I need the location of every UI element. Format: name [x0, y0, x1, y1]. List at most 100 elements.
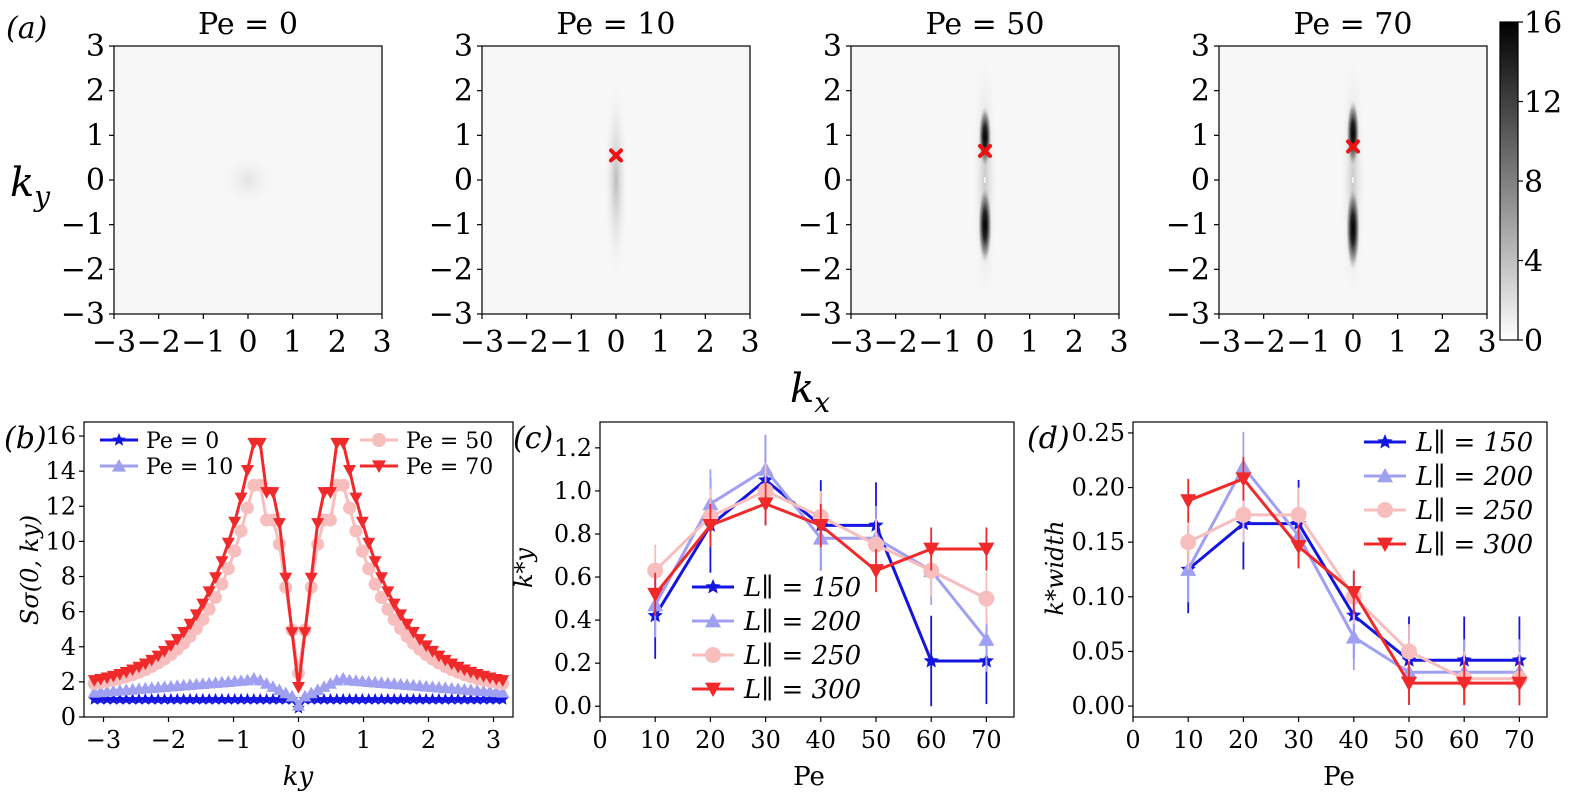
- data-point: [978, 590, 995, 607]
- data-point: [240, 501, 254, 515]
- legend-marker: [1377, 537, 1393, 552]
- data-point: [272, 683, 286, 696]
- data-point: [477, 692, 490, 705]
- data-point: [419, 692, 433, 705]
- series-pe-70: [87, 437, 510, 694]
- data-point: [496, 685, 510, 698]
- data-point: [1345, 629, 1362, 644]
- x-tick-label: −2: [874, 325, 918, 360]
- data-point: [189, 609, 203, 622]
- plot-frame: [599, 421, 1015, 718]
- y-tick-label: 0.6: [554, 563, 592, 591]
- data-point: [374, 591, 388, 605]
- y-tick-label: 0.25: [1072, 419, 1125, 447]
- data-point: [1401, 676, 1417, 692]
- y-tick-label: 1: [1191, 118, 1210, 153]
- plot-frame: [83, 421, 514, 718]
- legend-label: L∥ = 300: [743, 675, 861, 705]
- data-point: [126, 692, 139, 705]
- data-point: [196, 692, 209, 705]
- legend-label: L∥ = 300: [1415, 530, 1533, 560]
- shared-kx-label: kx: [790, 366, 830, 419]
- data-point: [260, 692, 273, 705]
- data-point: [812, 518, 829, 534]
- data-point: [132, 661, 146, 674]
- peak-marker-x: [609, 148, 623, 163]
- data-point: [1180, 534, 1197, 551]
- y-tick-label: 4: [61, 633, 76, 661]
- data-point: [247, 692, 260, 705]
- data-point: [923, 653, 939, 668]
- data-point: [336, 478, 350, 492]
- data-point: [368, 692, 382, 705]
- x-tick-label: 0: [975, 325, 994, 360]
- x-tick-label: 2: [1065, 325, 1084, 360]
- y-tick-label: 2: [454, 74, 473, 109]
- data-point: [189, 622, 203, 636]
- data-point: [355, 516, 369, 529]
- data-point: [171, 692, 184, 705]
- x-tick-label: 20: [1228, 726, 1259, 754]
- y-tick-label: 10: [45, 527, 76, 555]
- y-tick-label: 0.2: [554, 649, 592, 677]
- x-tick-label: −2: [151, 726, 186, 754]
- data-point: [394, 609, 408, 622]
- y-tick-label: 3: [86, 29, 105, 64]
- data-point: [978, 631, 995, 646]
- data-point: [406, 626, 420, 639]
- data-point: [234, 492, 248, 505]
- legend-label: L∥ = 250: [1415, 496, 1533, 526]
- data-point: [323, 487, 337, 499]
- data-point: [272, 537, 286, 551]
- x-tick-label: 0: [592, 726, 607, 754]
- legend-label: L∥ = 200: [1415, 462, 1533, 492]
- y-tick-label: 0: [61, 703, 76, 731]
- y-tick-label: −1: [61, 208, 105, 243]
- data-point: [311, 683, 325, 696]
- data-point: [432, 692, 446, 705]
- data-point: [120, 692, 133, 705]
- data-point: [221, 537, 235, 550]
- data-point: [978, 542, 995, 558]
- peak-marker-x: [978, 143, 992, 158]
- data-point: [490, 692, 503, 705]
- plot-frame: [1132, 421, 1548, 718]
- data-point: [337, 692, 350, 705]
- legend-label: L∥ = 250: [743, 641, 861, 671]
- legend-marker: [112, 459, 126, 472]
- data-point: [451, 692, 465, 705]
- data-point: [375, 692, 388, 705]
- data-point: [868, 536, 884, 553]
- data-point: [1401, 643, 1417, 660]
- y-tick-label: 8: [61, 563, 76, 591]
- y-tick-label: 1.0: [554, 477, 592, 505]
- data-point: [228, 544, 242, 558]
- y-tick-label: 6: [61, 598, 76, 626]
- data-point: [381, 692, 394, 705]
- y-tick-label: −3: [61, 297, 105, 332]
- data-point: [323, 677, 337, 689]
- data-point: [355, 544, 369, 558]
- y-tick-label: 1: [454, 118, 473, 153]
- y-tick-label: 2: [823, 74, 842, 109]
- y-tick-label: 14: [45, 457, 76, 485]
- x-tick-label: −3: [86, 726, 121, 754]
- x-tick-label: −1: [918, 325, 962, 360]
- data-point: [387, 613, 401, 627]
- y-tick-label: 0.8: [554, 520, 592, 548]
- data-point: [240, 465, 254, 477]
- legend-marker: [372, 460, 386, 473]
- x-tick-label: −2: [505, 325, 549, 360]
- legend-label: Pe = 10: [146, 455, 233, 480]
- y-tick-label: 0.15: [1072, 528, 1125, 556]
- data-point: [215, 577, 229, 591]
- y-tick-label: 1: [86, 118, 105, 153]
- y-tick-label: 2: [61, 668, 76, 696]
- x-tick-label: 1: [1020, 325, 1039, 360]
- data-point: [483, 692, 497, 705]
- colorbar-tick-label: 16: [1524, 6, 1562, 41]
- colorbar-tick-label: 8: [1524, 165, 1543, 200]
- colorbar-tick-label: 12: [1524, 86, 1562, 121]
